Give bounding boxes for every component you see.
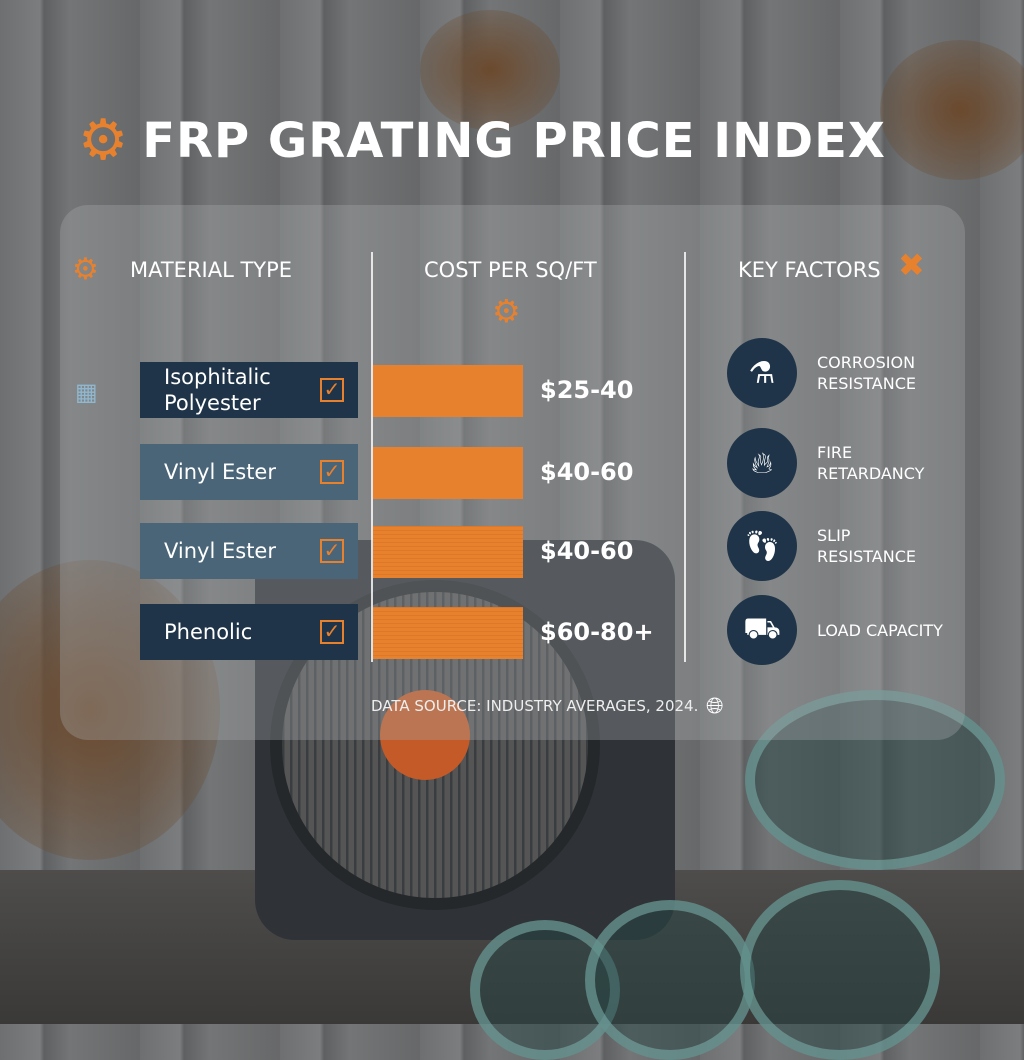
factor-corrosion: ⚗ CORROSION RESISTANCE [727, 338, 927, 408]
tools-icon: ✖ [898, 246, 925, 284]
fan-hub [380, 690, 470, 780]
flask-icon: ⚗ [727, 338, 797, 408]
gear-icon: ⚙ [72, 252, 99, 287]
data-source: DATA SOURCE: INDUSTRY AVERAGES, 2024. [371, 697, 699, 715]
price-label: $60-80+ [540, 618, 654, 646]
material-row: Isophitalic Polyester ✓ [140, 362, 358, 418]
title-block: ⚙ FRP GRATING PRICE INDEX [78, 108, 886, 173]
price-bar [373, 607, 523, 659]
price-bar [373, 447, 523, 499]
factor-load: ⛟ LOAD CAPACITY [727, 595, 943, 665]
checkbox[interactable]: ✓ [320, 620, 344, 644]
frp-pipe [585, 900, 755, 1060]
checkbox[interactable]: ✓ [320, 539, 344, 563]
material-row: Vinyl Ester ✓ [140, 444, 358, 500]
cost-header: COST PER SQ/FT [424, 258, 597, 282]
frp-pipe [740, 880, 940, 1060]
material-type-header: MATERIAL TYPE [130, 258, 293, 282]
cart-load-icon: ⛟ [727, 595, 797, 665]
page-title: FRP GRATING PRICE INDEX [142, 112, 886, 169]
price-label: $40-60 [540, 537, 634, 565]
dollar-gear-icon: ⚙ [492, 292, 521, 330]
price-bar [373, 365, 523, 417]
factor-slip: 👣︎ SLIP RESISTANCE [727, 511, 927, 581]
rust-stain [880, 40, 1024, 180]
price-label: $40-60 [540, 458, 634, 486]
material-row: Phenolic ✓ [140, 604, 358, 660]
divider [684, 252, 686, 662]
footprint-icon: 👣︎ [727, 511, 797, 581]
checkbox[interactable]: ✓ [320, 460, 344, 484]
flame-icon: 🔥︎ [727, 428, 797, 498]
checkbox[interactable]: ✓ [320, 378, 344, 402]
circuit-icon: ▦ [75, 378, 98, 406]
gear-icon: ⚙ [78, 108, 129, 173]
frp-pipe [745, 690, 1005, 870]
price-bar [373, 526, 523, 578]
price-label: $25-40 [540, 376, 634, 404]
key-factors-header: KEY FACTORS [738, 258, 881, 282]
globe-icon: 🌐︎ [706, 694, 724, 719]
material-row: Vinyl Ester ✓ [140, 523, 358, 579]
factor-fire: 🔥︎ FIRE RETARDANCY [727, 428, 927, 498]
divider [371, 252, 373, 662]
rust-stain [420, 10, 560, 130]
